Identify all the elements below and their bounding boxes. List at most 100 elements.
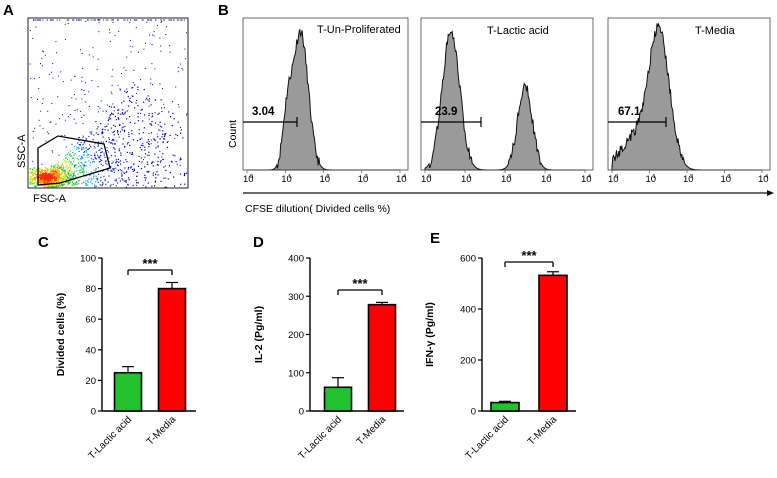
scatter-event xyxy=(74,175,76,177)
scatter-event xyxy=(69,171,71,173)
scatter-event xyxy=(67,172,70,174)
scatter-event xyxy=(42,182,45,184)
scatter-event xyxy=(70,155,72,157)
scatter-event xyxy=(65,38,66,40)
scatter-event xyxy=(51,170,53,172)
scatter-event xyxy=(137,105,139,107)
scatter-event xyxy=(67,173,69,175)
scatter-event xyxy=(129,121,131,124)
scatter-event xyxy=(99,155,101,157)
panel-label-b: B xyxy=(218,2,229,19)
scatter-event xyxy=(73,184,76,186)
scatter-event xyxy=(150,19,152,21)
scatter-event xyxy=(44,182,46,184)
scatter-event xyxy=(69,181,72,183)
scatter-event xyxy=(94,19,96,21)
scatter-event xyxy=(124,90,126,92)
scatter-event xyxy=(97,181,99,184)
x-tick-label: 10 xyxy=(758,174,769,185)
scatter-event xyxy=(72,183,74,185)
scatter-event xyxy=(72,19,74,21)
scatter-event xyxy=(137,116,139,118)
scatter-event xyxy=(54,175,56,177)
scatter-event xyxy=(119,131,121,133)
scatter-event xyxy=(104,178,106,180)
scatter-event xyxy=(159,150,161,152)
scatter-event xyxy=(113,134,115,136)
scatter-event xyxy=(95,151,97,153)
scatter-event xyxy=(140,168,142,170)
bar xyxy=(113,371,143,412)
scatter-event xyxy=(94,184,96,186)
scatter-event xyxy=(78,151,80,152)
histogram-y-label: Count xyxy=(227,120,239,148)
scatter-event xyxy=(90,181,92,183)
scatter-event xyxy=(111,162,113,164)
scatter-event xyxy=(32,173,35,175)
scatter-event xyxy=(83,152,85,153)
scatter-event xyxy=(101,132,104,134)
scatter-event xyxy=(60,174,62,176)
scatter-event xyxy=(142,144,144,146)
scatter-event xyxy=(32,174,34,177)
scatter-event xyxy=(67,183,70,185)
scatter-event xyxy=(49,176,51,179)
scatter-event xyxy=(101,151,103,153)
scatter-event xyxy=(36,177,38,179)
scatter-event xyxy=(129,19,131,21)
scatter-event xyxy=(44,180,47,182)
scatter-event xyxy=(58,170,60,172)
scatter-event xyxy=(161,107,163,109)
scatter-event xyxy=(81,162,83,164)
scatter-event xyxy=(52,19,54,21)
scatter-event xyxy=(36,183,38,185)
scatter-event xyxy=(54,168,56,170)
scatter-event xyxy=(40,169,43,171)
x-category-label: T-Media xyxy=(526,414,560,448)
scatter-event xyxy=(104,156,106,158)
scatter-event xyxy=(41,163,43,165)
scatter-y-label: SSC-A xyxy=(16,134,28,168)
scatter-event xyxy=(101,184,103,186)
scatter-event xyxy=(41,175,43,177)
scatter-event xyxy=(116,161,118,163)
scatter-event xyxy=(44,174,46,176)
scatter-event xyxy=(35,26,37,28)
scatter-event xyxy=(40,19,41,21)
scatter-event xyxy=(121,127,123,129)
scatter-event xyxy=(110,118,112,120)
x-tick-label: 10 xyxy=(320,174,331,185)
scatter-event xyxy=(110,142,112,144)
scatter-event xyxy=(112,161,114,163)
scatter-event xyxy=(120,113,122,115)
scatter-event xyxy=(113,106,115,108)
scatter-event xyxy=(156,24,158,26)
scatter-event xyxy=(69,174,72,177)
scatter-event xyxy=(68,166,70,169)
scatter-event xyxy=(121,174,123,176)
scatter-event xyxy=(97,106,99,107)
scatter-event xyxy=(99,158,101,160)
scatter-event xyxy=(71,163,73,165)
scatter-event xyxy=(175,86,177,88)
y-tick-label: 400 xyxy=(288,254,304,265)
scatter-event xyxy=(94,153,96,155)
scatter-event xyxy=(118,118,120,120)
scatter-event xyxy=(45,168,48,170)
scatter-event xyxy=(160,50,162,52)
scatter-event xyxy=(49,175,51,177)
scatter-event xyxy=(43,178,46,180)
scatter-event xyxy=(70,164,72,166)
scatter-event xyxy=(61,170,63,172)
scatter-event xyxy=(48,177,50,179)
scatter-event xyxy=(75,167,77,169)
scatter-event xyxy=(157,141,159,143)
gate-value: 23.9 xyxy=(435,106,457,118)
scatter-event xyxy=(37,19,39,21)
scatter-event xyxy=(183,174,185,177)
scatter-event xyxy=(122,122,124,124)
scatter-event xyxy=(75,183,77,185)
scatter-event xyxy=(108,105,111,108)
scatter-event xyxy=(62,183,64,186)
scatter-event xyxy=(113,124,115,126)
